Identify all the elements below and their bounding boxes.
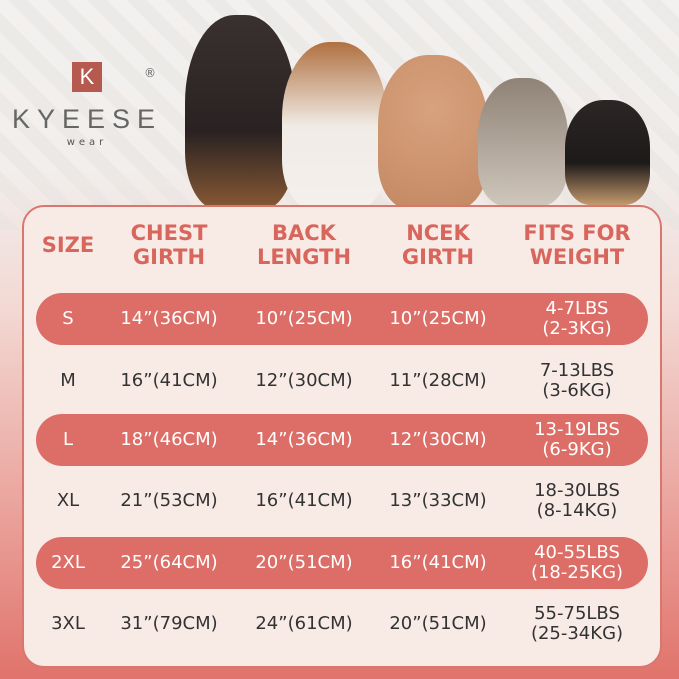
brand-subtitle: wear xyxy=(66,137,108,148)
size-cell: M xyxy=(60,370,76,391)
neck-cell: 20”(51CM) xyxy=(389,613,487,634)
neck-cell: 12”(30CM) xyxy=(389,429,487,450)
header-chest-girth: CHEST GIRTH xyxy=(130,221,208,269)
back-cell: 12”(30CM) xyxy=(255,370,353,391)
weight-cell: 13-19LBS (6-9KG) xyxy=(534,419,620,460)
neck-cell: 13”(33CM) xyxy=(389,490,487,511)
neck-cell: 16”(41CM) xyxy=(389,552,487,573)
back-cell: 16”(41CM) xyxy=(255,490,353,511)
table-header-row: SIZE CHEST GIRTH BACK LENGTH NCEK GIRTH FIT… xyxy=(36,219,648,271)
neck-cell: 10”(25CM) xyxy=(389,308,487,329)
header-neck-girth: NCEK GIRTH xyxy=(401,221,475,269)
header-weight: FITS FOR WEIGHT xyxy=(523,221,631,269)
doberman-image xyxy=(185,15,295,210)
brand-name: KYEESE xyxy=(12,104,163,134)
back-cell: 14”(36CM) xyxy=(255,429,353,450)
header-size: SIZE xyxy=(41,233,95,257)
table-row-l: L 18”(46CM) 14”(36CM) 12”(30CM) 13-19LBS… xyxy=(36,414,648,466)
size-cell: S xyxy=(62,308,74,329)
weight-cell: 4-7LBS (2-3KG) xyxy=(542,298,612,339)
table-row-m: M 16”(41CM) 12”(30CM) 11”(28CM) 7-13LBS(… xyxy=(36,355,648,407)
table-row-xl: XL 21”(53CM) 16”(41CM) 13”(33CM) 18-30LB… xyxy=(36,475,648,527)
weight-cell: 7-13LBS (3-6KG) xyxy=(539,360,615,401)
table-row-s: S 14”(36CM) 10”(25CM) 10”(25CM) 4-7LBS (2… xyxy=(36,293,648,345)
terrier-image xyxy=(478,78,568,206)
back-cell: 20”(51CM) xyxy=(255,552,353,573)
size-cell: 3XL xyxy=(51,613,85,634)
registered-mark: ® xyxy=(144,66,156,80)
back-cell: 24”(61CM) xyxy=(255,613,353,634)
size-cell: 2XL xyxy=(51,552,85,573)
size-cell: XL xyxy=(56,490,80,511)
chest-cell: 25”(64CM) xyxy=(120,552,218,573)
chest-cell: 31”(79CM) xyxy=(120,613,218,634)
size-chart-table: SIZE CHEST GIRTH BACK LENGTH NCEK GIRTH FIT… xyxy=(22,205,662,668)
header-back-length: BACK LENGTH xyxy=(256,221,352,269)
poodle-image xyxy=(378,55,488,210)
weight-cell: 18-30LBS (8-14KG) xyxy=(534,480,620,521)
chest-cell: 16”(41CM) xyxy=(120,370,218,391)
chihuahua-image xyxy=(565,100,650,205)
logo-mark: K xyxy=(72,62,102,92)
size-cell: L xyxy=(62,429,74,450)
chest-cell: 14”(36CM) xyxy=(120,308,218,329)
table-row-3xl: 3XL 31”(79CM) 24”(61CM) 20”(51CM) 55-75L… xyxy=(36,598,648,650)
table-row-2xl: 2XL 25”(64CM) 20”(51CM) 16”(41CM) 40-55L… xyxy=(36,537,648,589)
weight-cell: 40-55LBS (18-25KG) xyxy=(530,542,624,583)
chest-cell: 21”(53CM) xyxy=(120,490,218,511)
weight-cell: 55-75LBS (25-34KG) xyxy=(530,603,624,644)
beagle-image xyxy=(282,42,387,210)
chest-cell: 18”(46CM) xyxy=(120,429,218,450)
neck-cell: 11”(28CM) xyxy=(389,370,487,391)
back-cell: 10”(25CM) xyxy=(255,308,353,329)
brand-logo: K ® KYEESE wear xyxy=(12,62,162,148)
